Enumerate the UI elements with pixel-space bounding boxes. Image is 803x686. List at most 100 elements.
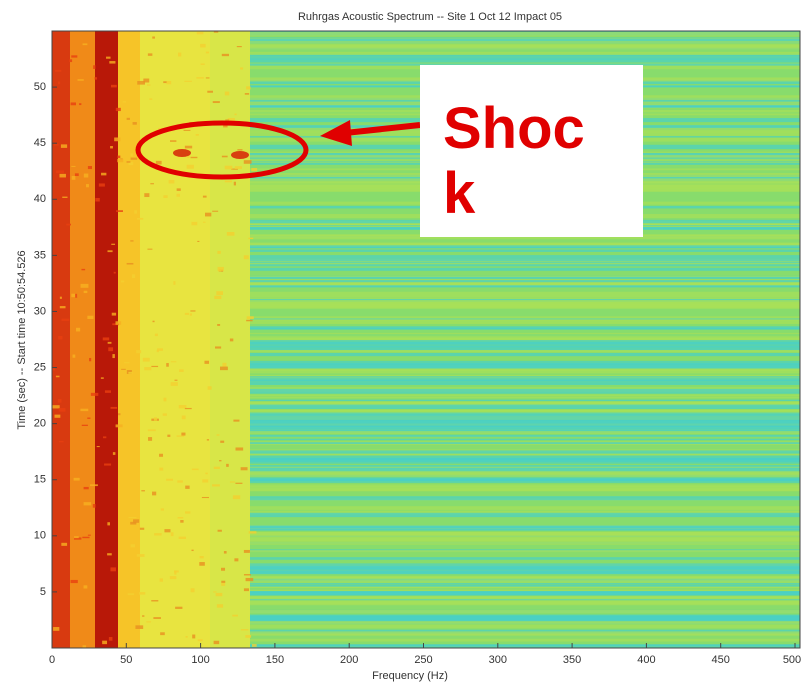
spectrum-stripe — [250, 513, 803, 517]
spectrum-speck — [246, 320, 252, 321]
spectrum-speck — [182, 415, 186, 419]
spectrum-speck — [99, 183, 105, 186]
spectrum-stripe — [250, 255, 803, 259]
spectrum-speck — [225, 119, 229, 120]
spectrum-speck — [56, 170, 64, 173]
spectrum-speck — [247, 316, 254, 319]
spectrum-speck — [130, 240, 133, 241]
spectrum-speck — [66, 224, 71, 226]
x-tick-label: 500 — [783, 654, 801, 666]
spectrum-speck — [111, 244, 115, 245]
spectrum-speck — [167, 435, 170, 437]
x-tick-label: 250 — [414, 654, 432, 666]
spectrum-speck — [83, 43, 88, 45]
spectrum-stripe — [250, 631, 803, 635]
spectrum-speck — [179, 537, 186, 539]
spectrum-speck — [184, 81, 192, 82]
spectrum-speck — [216, 593, 223, 596]
spectrum-stripe — [250, 285, 803, 286]
spectrum-speck — [225, 181, 232, 183]
spectrum-speck — [206, 52, 209, 54]
spectrum-speck — [157, 350, 159, 352]
spectrum-speck — [137, 81, 145, 85]
spectrum-speck — [246, 578, 254, 581]
spectrum-speck — [59, 174, 65, 178]
spectrum-speck — [112, 313, 116, 316]
spectrum-speck — [219, 460, 221, 461]
spectrum-speck — [142, 615, 144, 616]
spectrum-speck — [251, 168, 257, 171]
spectrum-speck — [170, 140, 176, 142]
spectrum-speck — [88, 166, 92, 169]
spectrum-speck — [207, 91, 213, 93]
spectrum-speck — [147, 249, 152, 250]
spectrum-speck — [233, 495, 240, 499]
spectrum-speck — [128, 593, 134, 595]
spectrum-speck — [127, 118, 130, 120]
spectrum-speck — [52, 405, 60, 408]
spectrum-speck — [95, 198, 99, 202]
spectrum-speck — [137, 554, 145, 557]
x-tick-label: 350 — [563, 654, 581, 666]
spectrum-speck — [222, 156, 228, 158]
spectrum-speck — [171, 382, 178, 386]
spectrum-stripe — [250, 383, 803, 385]
spectrum-stripe — [250, 442, 803, 444]
spectrum-speck — [84, 502, 92, 505]
spectrum-stripe — [250, 601, 803, 605]
spectrum-speck — [123, 101, 126, 102]
spectrum-speck — [235, 483, 242, 484]
spectrum-stripe — [250, 282, 803, 285]
annotation-line: k — [443, 161, 476, 226]
spectrum-speck — [230, 481, 235, 482]
spectrum-speck — [88, 535, 91, 536]
spectrum-speck — [197, 32, 204, 34]
spectrum-speck — [104, 464, 111, 466]
spectrum-speck — [111, 85, 117, 88]
spectrum-speck — [222, 54, 229, 56]
spectrum-speck — [160, 632, 165, 635]
spectrum-speck — [116, 108, 121, 111]
spectrum-speck — [75, 173, 79, 176]
spectrum-stripe — [250, 639, 803, 642]
spectrum-stripe — [250, 590, 803, 591]
spectrum-speck — [60, 297, 62, 299]
spectrum-speck — [233, 420, 239, 422]
spectrum-zone — [70, 31, 95, 648]
spectrum-speck — [152, 492, 156, 496]
spectrum-stripe — [250, 625, 803, 629]
spectrum-speck — [230, 339, 233, 342]
spectrum-speck — [166, 479, 173, 481]
spectrum-stripe — [250, 591, 803, 595]
spectrum-stripe — [250, 369, 803, 373]
y-tick-label: 35 — [34, 249, 46, 261]
spectrum-stripe — [250, 336, 803, 339]
spectrum-stripe — [250, 295, 803, 297]
spectrum-speck — [173, 281, 175, 285]
spectrum-speck — [59, 408, 66, 412]
spectrum-stripe — [250, 450, 803, 453]
spectrum-speck — [244, 550, 250, 553]
spectrum-speck — [121, 281, 124, 283]
spectrum-speck — [203, 196, 207, 198]
spectrum-speck — [103, 337, 109, 340]
x-tick-label: 100 — [191, 654, 209, 666]
spectrum-speck — [232, 615, 238, 617]
spectrum-speck — [131, 158, 138, 160]
spectrum-speck — [240, 67, 243, 69]
spectrum-speck — [196, 134, 199, 136]
spectrum-speck — [110, 146, 113, 148]
spectrum-speck — [198, 639, 203, 641]
spectrum-speck — [191, 588, 195, 592]
spectrum-speck — [191, 222, 197, 225]
spectrum-speck — [208, 386, 212, 389]
shock-spot — [173, 149, 191, 157]
spectrum-speck — [62, 319, 70, 321]
spectrum-speck — [76, 328, 80, 332]
spectrum-speck — [109, 61, 115, 64]
spectrum-speck — [252, 644, 257, 647]
spectrum-speck — [216, 291, 223, 295]
spectrum-speck — [234, 558, 238, 561]
spectrum-stripe — [250, 318, 803, 319]
spectrum-speck — [237, 46, 242, 47]
